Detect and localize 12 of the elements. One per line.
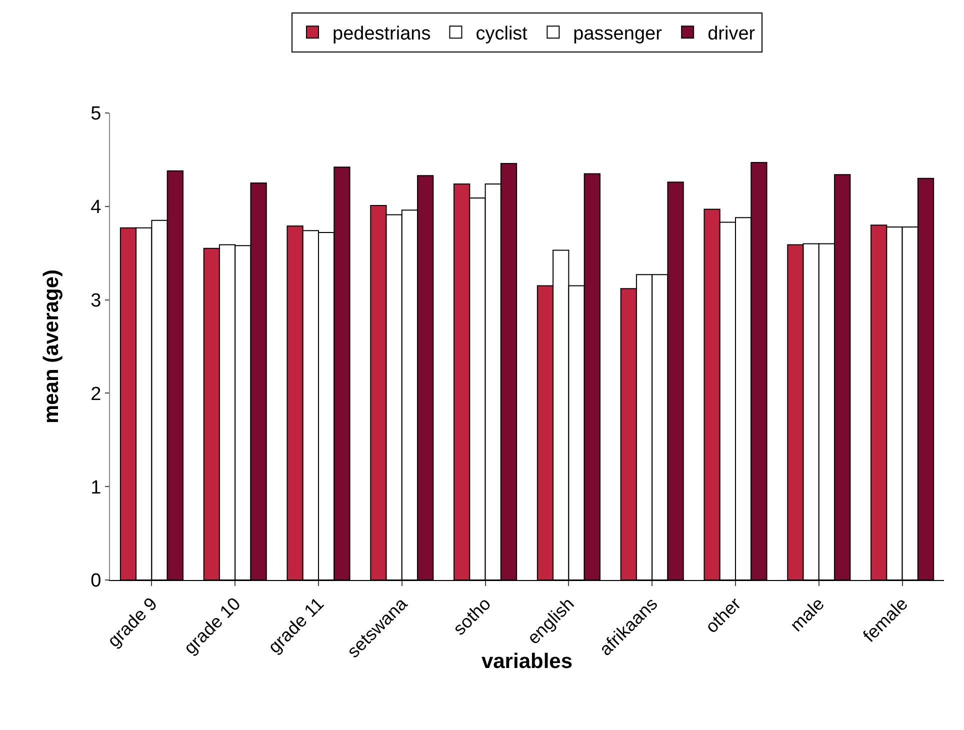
x-axis-title: variables bbox=[481, 650, 573, 674]
y-tick-label: 2 bbox=[90, 384, 102, 405]
legend-label: driver bbox=[708, 24, 756, 45]
y-tick-label: 0 bbox=[90, 570, 102, 592]
legend-label: cyclist bbox=[476, 24, 528, 45]
y-tick-label: 4 bbox=[90, 197, 102, 218]
legend-label: pedestrians bbox=[332, 24, 431, 45]
y-tick-label: 3 bbox=[90, 290, 102, 312]
y-tick-label: 5 bbox=[90, 104, 102, 125]
y-tick-label: 1 bbox=[90, 477, 102, 498]
legend-label: passenger bbox=[573, 24, 663, 45]
y-axis-title: mean (average) bbox=[40, 269, 63, 424]
